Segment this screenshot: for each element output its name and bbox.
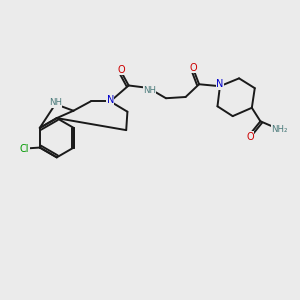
Text: NH₂: NH₂ bbox=[271, 125, 288, 134]
Text: N: N bbox=[106, 95, 114, 105]
Text: Cl: Cl bbox=[20, 144, 29, 154]
Text: NH: NH bbox=[143, 86, 156, 95]
Text: O: O bbox=[118, 64, 125, 74]
Text: O: O bbox=[246, 131, 254, 142]
Text: N: N bbox=[216, 79, 224, 89]
Text: O: O bbox=[190, 63, 197, 73]
Text: NH: NH bbox=[49, 98, 62, 107]
